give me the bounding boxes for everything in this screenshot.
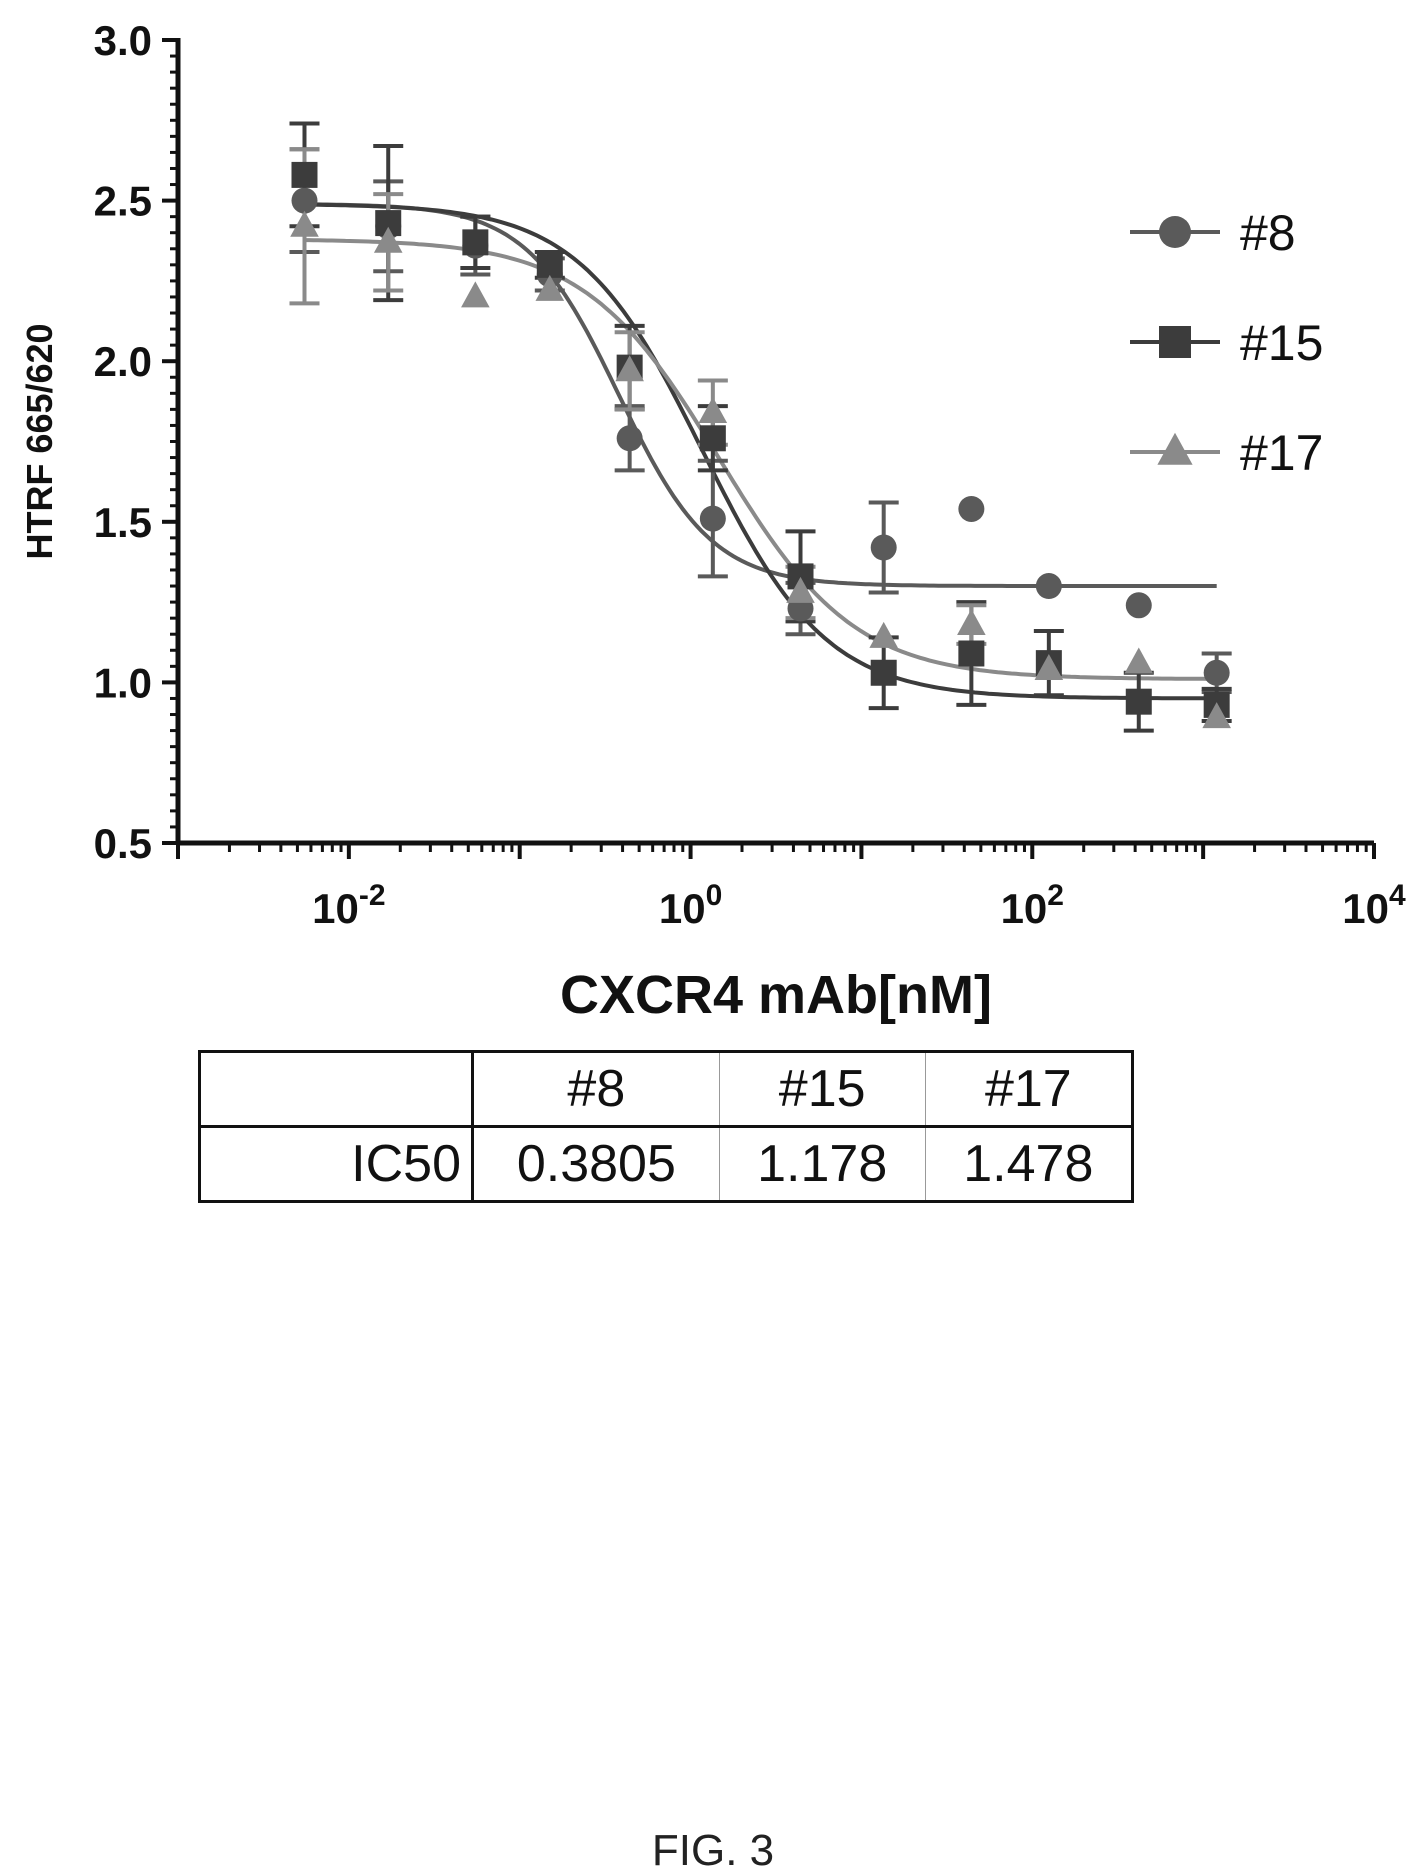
fit-curves (304, 202, 1217, 701)
table-cell: 1.478 (924, 1126, 1135, 1203)
series-17-point (290, 210, 319, 237)
ic50-table: #8 #15 #17 IC50 0.3805 1.178 1.478 (198, 1050, 1135, 1203)
series-15-fit-curve (304, 202, 1217, 701)
x-tick-label: 100 (659, 879, 722, 932)
series-8-legend-marker (1159, 216, 1191, 248)
x-axis-title: CXCR4 mAb[nM] (560, 965, 992, 1025)
y-tick-label: 2.0 (94, 338, 152, 385)
series-15-point (462, 229, 489, 256)
series-8-point (1035, 573, 1062, 600)
error-bars (289, 121, 1232, 733)
series-17-point (786, 576, 815, 603)
series-8-point (291, 187, 318, 214)
table-cell: 1.178 (718, 1126, 926, 1203)
legend: #8 #15 #17 (1130, 205, 1323, 481)
y-axis-title: HTRF 665/620 (19, 323, 60, 559)
dose-response-chart: 0.5 1.0 1.5 2.0 2.5 3.0 10-2 100 102 104 #8 #15 #17… (19, 17, 1406, 1025)
series-15-legend-label: #15 (1240, 315, 1323, 371)
table-row: IC50 0.3805 1.178 1.478 (198, 1126, 1135, 1203)
series-8-point (870, 534, 897, 561)
series-15-point (870, 659, 897, 686)
series-17-point (535, 274, 565, 301)
series-8-legend-label: #8 (1240, 205, 1296, 261)
series-8-point (699, 505, 726, 532)
axes: 0.5 1.0 1.5 2.0 2.5 3.0 10-2 100 102 104 (94, 17, 1406, 932)
table-header-row: #8 #15 #17 (198, 1050, 1135, 1128)
table-header-cell: #17 (924, 1050, 1135, 1128)
table-header-cell: #8 (472, 1050, 720, 1128)
series-15-point (1125, 688, 1152, 715)
series-17-point (957, 608, 986, 635)
series-15-point (699, 425, 726, 452)
series-17-point (461, 281, 490, 308)
series-17-point (698, 396, 728, 423)
series-17-legend-label: #17 (1240, 425, 1323, 481)
series-17-point (1202, 702, 1231, 729)
series-15-point (958, 640, 985, 667)
series-17-point (373, 226, 403, 253)
figure-caption: FIG. 3 (651, 1826, 775, 1875)
x-tick-label: 104 (1342, 879, 1406, 932)
y-tick-label: 2.5 (94, 178, 152, 225)
series-8-fit-curve (304, 202, 1217, 588)
y-tick-label: 3.0 (94, 17, 152, 64)
series-15-legend-marker (1159, 326, 1191, 358)
series-15-point (536, 251, 563, 278)
series-17-fit-curve (304, 238, 1217, 681)
series-17-legend-marker (1157, 432, 1193, 465)
series-17-point (869, 621, 898, 648)
y-tick-label: 0.5 (94, 820, 152, 867)
x-tick-label: 102 (1001, 879, 1064, 932)
series-17-point (1124, 647, 1154, 674)
y-tick-label: 1.0 (94, 659, 152, 706)
table-cell: 0.3805 (472, 1126, 720, 1203)
series-17-point (615, 355, 644, 382)
x-tick-label: 10-2 (312, 879, 385, 932)
series-8-point (1125, 592, 1152, 619)
series-8-point (958, 495, 985, 522)
table-corner-cell (198, 1050, 474, 1128)
series-15-point (291, 161, 318, 188)
data-markers (290, 161, 1231, 729)
table-header-cell: #15 (718, 1050, 926, 1128)
y-tick-label: 1.5 (94, 499, 152, 546)
series-8-point (616, 425, 643, 452)
table-row-label: IC50 (198, 1126, 474, 1203)
series-8-point (1203, 659, 1230, 686)
series-17-point (1034, 653, 1064, 680)
